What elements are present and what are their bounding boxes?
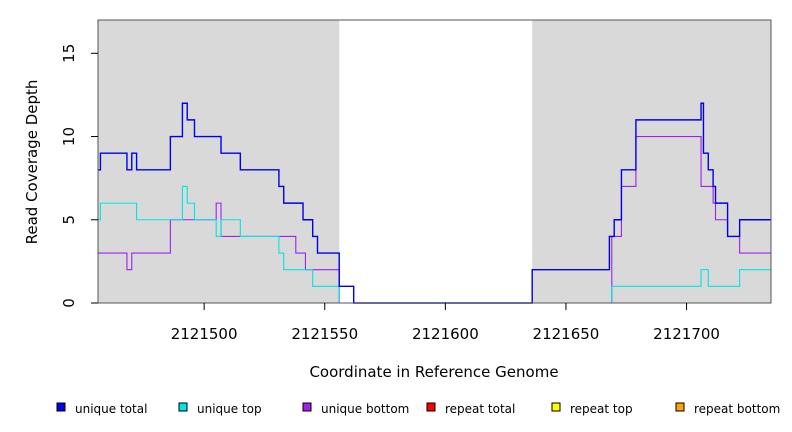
series-line-unique-top — [98, 185, 771, 304]
plot-frame — [97, 19, 772, 304]
legend-swatch — [551, 402, 561, 412]
legend-swatch — [675, 402, 685, 412]
y-axis: 0 5 10 15 — [60, 44, 98, 308]
y-tick-label: 0 — [60, 298, 78, 308]
legend-label: unique bottom — [321, 402, 409, 416]
legend-label: repeat total — [445, 402, 515, 416]
y-tick-label: 5 — [60, 215, 78, 225]
shaded-region-1 — [98, 20, 340, 303]
legend-swatch — [426, 402, 436, 412]
legend-label: repeat bottom — [694, 402, 780, 416]
legend-label: unique top — [197, 402, 262, 416]
x-tick-label: 2121500 — [171, 325, 238, 343]
legend-label: repeat top — [570, 402, 633, 416]
legend: unique total unique top unique bottom repea… — [56, 402, 780, 416]
legend-swatch — [302, 402, 312, 412]
x-tick-label: 2121600 — [412, 325, 479, 343]
legend-item: repeat top — [551, 402, 633, 416]
x-tick-label: 2121700 — [653, 325, 720, 343]
legend-swatch — [178, 402, 188, 412]
legend-label: unique total — [75, 402, 147, 416]
x-tick-label: 2121650 — [533, 325, 600, 343]
legend-swatch — [56, 402, 66, 412]
y-axis-title: Read Coverage Depth — [23, 80, 41, 245]
legend-item: unique top — [178, 402, 262, 416]
series-line-unique-total — [98, 102, 771, 304]
legend-item: repeat bottom — [675, 402, 780, 416]
plot-background — [98, 20, 771, 303]
x-axis: 2121500 2121550 2121600 2121650 2121700 — [171, 303, 720, 343]
legend-item: repeat total — [426, 402, 515, 416]
shaded-region-2 — [532, 20, 771, 303]
legend-item: unique total — [56, 402, 147, 416]
x-tick-label: 2121550 — [291, 325, 358, 343]
y-tick-label: 15 — [60, 44, 78, 63]
y-tick-label: 10 — [60, 127, 78, 146]
x-axis-title: Coordinate in Reference Genome — [309, 363, 558, 381]
legend-item: unique bottom — [302, 402, 409, 416]
